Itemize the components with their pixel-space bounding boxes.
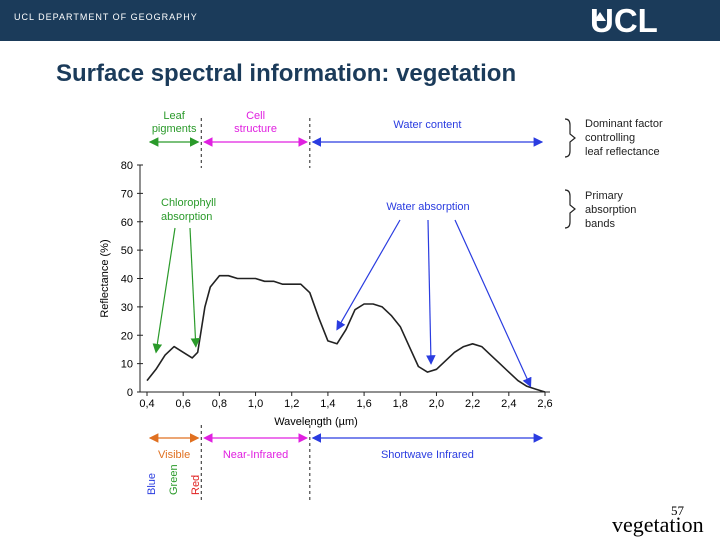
chlorophyll-arrow	[152, 227, 176, 354]
bottom-region-label: Visible	[158, 449, 190, 461]
water-absorption-label: Water absorption	[386, 201, 469, 213]
page-number: 57	[671, 503, 684, 518]
y-tick-label: 50	[121, 245, 133, 257]
chlorophyll-arrow	[189, 227, 201, 348]
y-tick-label: 30	[121, 302, 133, 314]
x-tick-label: 2,0	[429, 398, 444, 410]
visible-band-label: Red	[190, 475, 202, 495]
slide-title: Surface spectral information: vegetation	[56, 60, 517, 87]
legend-brace	[564, 118, 576, 158]
bottom-region-label: Near-Infrared	[223, 449, 288, 461]
x-tick-label: 2,2	[465, 398, 480, 410]
y-tick-label: 20	[121, 330, 133, 342]
x-tick-label: 2,6	[537, 398, 552, 410]
reflectance-curve	[146, 274, 546, 393]
y-tick-label: 0	[127, 387, 133, 399]
legend-label: Dominant factor controlling leaf reflectan…	[585, 118, 663, 158]
x-tick-label: 0,8	[212, 398, 227, 410]
x-axis-label: Wavelength (µm)	[274, 416, 358, 428]
visible-band-label: Blue	[146, 473, 158, 495]
ucl-logo: UCL	[590, 2, 658, 39]
x-tick-label: 2,4	[501, 398, 516, 410]
ucl-portico-icon	[594, 12, 606, 21]
legend-brace	[564, 189, 576, 229]
x-tick-label: 1,8	[393, 398, 408, 410]
top-region-label: Leaf pigments	[152, 110, 197, 135]
x-tick-label: 0,4	[139, 398, 154, 410]
visible-band-label: Green	[168, 464, 180, 495]
top-region-label: Water content	[393, 119, 461, 131]
y-tick-label: 70	[121, 188, 133, 200]
water-absorption-arrow	[336, 219, 401, 331]
y-tick-label: 80	[121, 160, 133, 172]
chlorophyll-annotation-label: Chlorophyll absorption	[161, 197, 216, 223]
bottom-region-label: Shortwave Infrared	[381, 449, 474, 461]
header-bar: UCL DEPARTMENT OF GEOGRAPHY UCL	[0, 0, 720, 41]
x-tick-label: 1,0	[248, 398, 263, 410]
legend-label: Primary absorption bands	[585, 190, 636, 230]
y-tick-label: 60	[121, 217, 133, 229]
x-tick-label: 1,4	[320, 398, 335, 410]
y-tick-label: 10	[121, 359, 133, 371]
y-axis-label: Reflectance (%)	[99, 239, 111, 317]
department-name: UCL DEPARTMENT OF GEOGRAPHY	[14, 12, 198, 22]
x-tick-label: 0,6	[176, 398, 191, 410]
footer-word: vegetation	[612, 512, 704, 537]
water-absorption-arrow	[454, 219, 532, 388]
water-absorption-arrow	[426, 219, 436, 365]
top-region-label: Cell structure	[234, 110, 277, 135]
x-tick-label: 1,2	[284, 398, 299, 410]
x-tick-label: 1,6	[356, 398, 371, 410]
y-tick-label: 40	[121, 274, 133, 286]
